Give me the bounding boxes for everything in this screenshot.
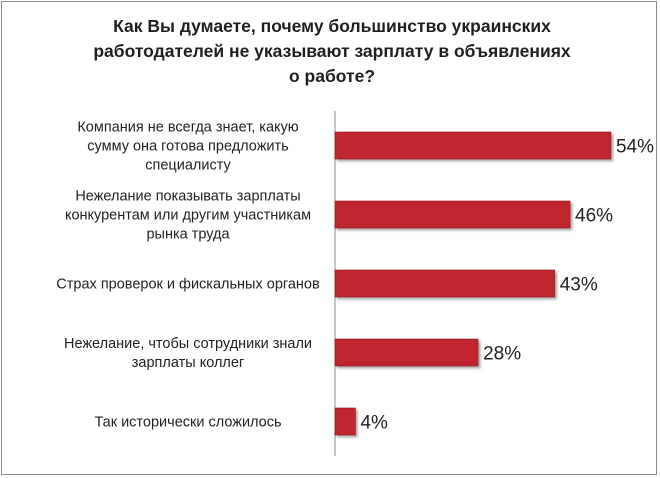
value-label: 4% <box>360 413 388 434</box>
category-label: Нежелание, чтобы сотрудники знали зарплат… <box>64 336 312 371</box>
category-label-line: Страх проверок и фискальных органов <box>56 277 320 293</box>
bar <box>334 200 571 229</box>
category-label: Так исторически сложилось <box>94 415 281 431</box>
bar <box>334 407 356 436</box>
chart-title-line: о работе? <box>288 66 376 86</box>
value-label: 28% <box>483 344 521 365</box>
value-label: 54% <box>616 137 654 158</box>
category-label-line: Так исторически сложилось <box>94 415 281 431</box>
category-label-line: конкурентам или другим участникам <box>65 208 311 224</box>
category-label: Компания не всегда знает, какую сумму она… <box>77 120 298 174</box>
bar <box>334 131 612 160</box>
category-label-line: специалисту <box>145 158 231 174</box>
chart-title-line: работодателей не указывают зарплату в об… <box>93 41 571 61</box>
category-label-line: сумму она готова предложить <box>87 139 288 155</box>
category-label-line: Компания не всегда знает, какую <box>77 120 298 136</box>
category-label: Нежелание показывать зарплаты конкурентам… <box>65 189 311 243</box>
value-label: 46% <box>575 206 613 227</box>
category-label: Страх проверок и фискальных органов <box>56 277 320 293</box>
chart-title: Как Вы думаете, почему большинство украи… <box>62 14 602 89</box>
category-label-line: зарплаты коллег <box>132 355 244 371</box>
chart-title-line: Как Вы думаете, почему большинство украи… <box>113 16 551 36</box>
bar <box>334 338 479 367</box>
category-label-line: Нежелание показывать зарплаты <box>75 189 300 205</box>
bar <box>334 269 556 298</box>
value-label: 43% <box>560 275 598 296</box>
category-label-line: Нежелание, чтобы сотрудники знали <box>64 336 312 352</box>
category-label-line: рынка труда <box>146 227 230 243</box>
